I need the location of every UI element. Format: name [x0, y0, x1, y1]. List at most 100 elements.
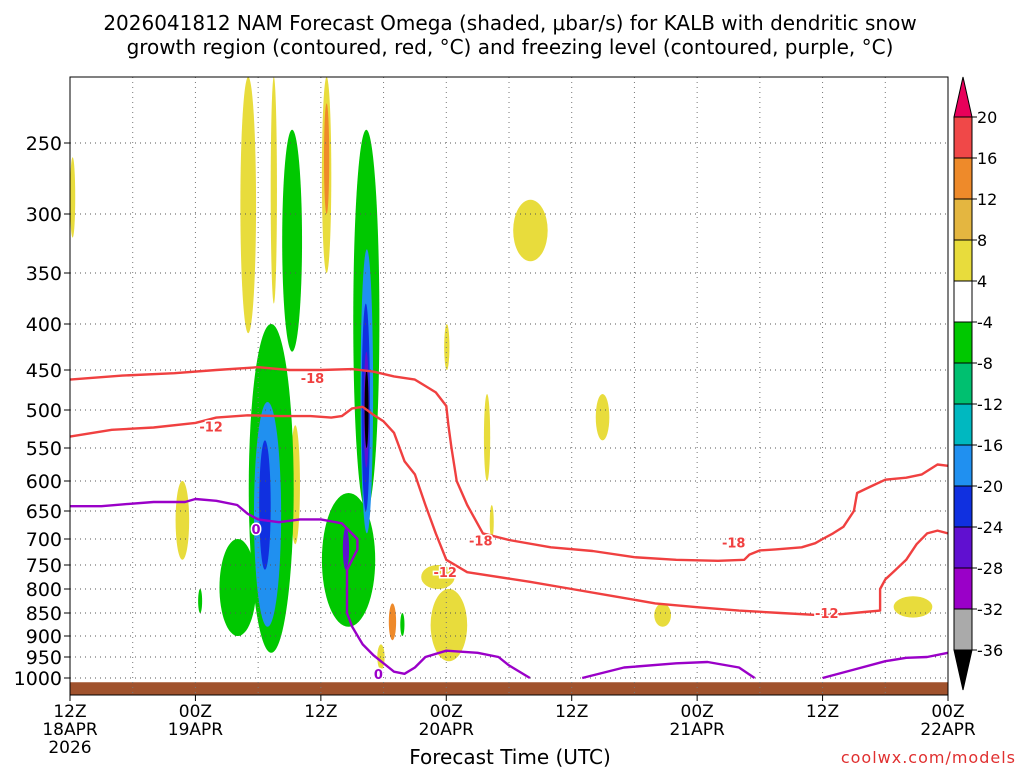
- omega-shade-31: [342, 527, 350, 570]
- colorbar-bin-10: [953, 485, 973, 528]
- contour-label-2: -18: [469, 535, 493, 550]
- colorbar-bin-9: [953, 444, 973, 487]
- x-tick-label-7-1: 22APR: [920, 720, 976, 740]
- contour-label-3: -12: [433, 566, 457, 581]
- contour-label-0: -18: [301, 372, 325, 387]
- omega-shade-13: [430, 589, 468, 662]
- omega-shade-11: [489, 505, 494, 539]
- colorbar-label-7: -12: [977, 395, 1003, 414]
- colorbar-bin-2: [953, 157, 973, 200]
- freezing-contour-2: [70, 497, 531, 680]
- omega-shade-17: [388, 603, 397, 641]
- colorbar-label-13: -36: [977, 641, 1003, 660]
- freezing-contour-4: [822, 651, 949, 680]
- colorbar-label-9: -20: [977, 477, 1003, 496]
- omega-shade-0: [240, 77, 257, 334]
- x-tick-label-7-0: 00Z: [931, 702, 964, 722]
- x-tick-label-1-0: 00Z: [179, 702, 212, 722]
- colorbar-label-8: -16: [977, 436, 1003, 455]
- x-tick-label-3-1: 20APR: [419, 720, 475, 740]
- colorbar-label-2: 12: [977, 190, 997, 209]
- y-tick-label-650: 650: [26, 501, 62, 523]
- x-tick-label-1-1: 19APR: [168, 720, 224, 740]
- omega-shade-27: [259, 440, 271, 570]
- omega-shade-18: [282, 129, 303, 352]
- omega-shade-24: [400, 613, 405, 636]
- dgz-contour-0: [69, 366, 949, 562]
- y-tick-label-350: 350: [26, 263, 62, 285]
- colorbar-bin-7: [953, 362, 973, 405]
- omega-shade-1: [270, 77, 277, 304]
- colorbar-bin-12: [953, 567, 973, 610]
- chart-title-line-2: growth region (contoured, red, °C) and f…: [127, 35, 894, 59]
- y-axis: 2503003504004505005506006507007508008509…: [14, 133, 70, 690]
- contours: [69, 366, 949, 680]
- omega-shade-21: [219, 539, 257, 636]
- colorbar-label-11: -28: [977, 559, 1003, 578]
- colorbar-label-0: 20: [977, 108, 997, 127]
- omega-shading: [70, 77, 933, 670]
- y-tick-label-900: 900: [26, 626, 62, 648]
- colorbar-label-3: 8: [977, 231, 987, 250]
- omega-shade-6: [444, 324, 450, 370]
- x-tick-label-6-0: 12Z: [806, 702, 839, 722]
- omega-shade-15: [893, 596, 933, 618]
- x-tick-label-0-2: 2026: [48, 738, 91, 758]
- y-tick-label-450: 450: [26, 360, 62, 382]
- y-tick-label-800: 800: [26, 579, 62, 601]
- y-tick-label-500: 500: [26, 400, 62, 422]
- y-tick-label-400: 400: [26, 314, 62, 336]
- grid-lines: [69, 77, 949, 695]
- y-tick-label-700: 700: [26, 529, 62, 551]
- y-tick-label-550: 550: [26, 438, 62, 460]
- colorbar-label-5: -4: [977, 313, 993, 332]
- x-tick-label-4-0: 12Z: [555, 702, 588, 722]
- colorbar-label-6: -8: [977, 354, 993, 373]
- colorbar-bin-5: [953, 280, 973, 323]
- colorbar-bin-1: [953, 116, 973, 159]
- freezing-contour-3: [581, 660, 756, 680]
- y-tick-label-950: 950: [26, 647, 62, 669]
- colorbar-top-triangle: [953, 76, 973, 118]
- x-tick-label-5-1: 21APR: [669, 720, 725, 740]
- x-tick-label-0-0: 12Z: [53, 702, 86, 722]
- colorbar-bin-6: [953, 321, 973, 364]
- omega-shade-8: [483, 394, 491, 481]
- y-tick-label-600: 600: [26, 471, 62, 493]
- contour-label-1: -12: [199, 421, 223, 436]
- omega-shade-5: [513, 199, 548, 262]
- y-tick-label-850: 850: [26, 603, 62, 625]
- omega-shade-4: [70, 157, 76, 238]
- colorbar: 20 16 12 8 4 -4 -8 -12 -16 -20 -24 -28 -32 -36: [953, 76, 1003, 691]
- colorbar-bin-13: [953, 608, 973, 651]
- plot-frame: [69, 76, 949, 696]
- colorbar-bottom-triangle: [953, 649, 973, 691]
- x-axis-label: Forecast Time (UTC): [409, 745, 611, 768]
- x-tick-label-3-0: 00Z: [430, 702, 463, 722]
- chart-title-line-1: 2026041812 NAM Forecast Omega (shaded, μ…: [103, 11, 916, 35]
- colorbar-label-12: -32: [977, 600, 1003, 619]
- x-tick-label-2-0: 12Z: [304, 702, 337, 722]
- y-tick-label-750: 750: [26, 555, 62, 577]
- contour-label-4: -18: [722, 537, 746, 552]
- omega-shade-3: [323, 103, 330, 214]
- dgz-contour-1: [69, 405, 949, 617]
- colorbar-label-1: 16: [977, 149, 997, 168]
- contour-label-6: 0: [252, 523, 261, 538]
- terrain: [70, 682, 948, 695]
- contour-label-7: 0: [374, 668, 383, 683]
- colorbar-label-4: 4: [977, 272, 987, 291]
- omega-shade-7: [595, 394, 610, 441]
- credit-text: coolwx.com/models: [841, 748, 1016, 767]
- y-tick-label-1000: 1000: [14, 668, 62, 690]
- omega-shade-14: [654, 603, 672, 627]
- contour-labels: -18 -12 -18 -12 -18 -12 0 0: [198, 371, 840, 685]
- x-tick-label-0-1: 18APR: [42, 720, 98, 740]
- y-tick-label-300: 300: [26, 204, 62, 226]
- colorbar-bin-4: [953, 239, 973, 282]
- y-tick-label-250: 250: [26, 133, 62, 155]
- omega-shade-23: [198, 589, 203, 613]
